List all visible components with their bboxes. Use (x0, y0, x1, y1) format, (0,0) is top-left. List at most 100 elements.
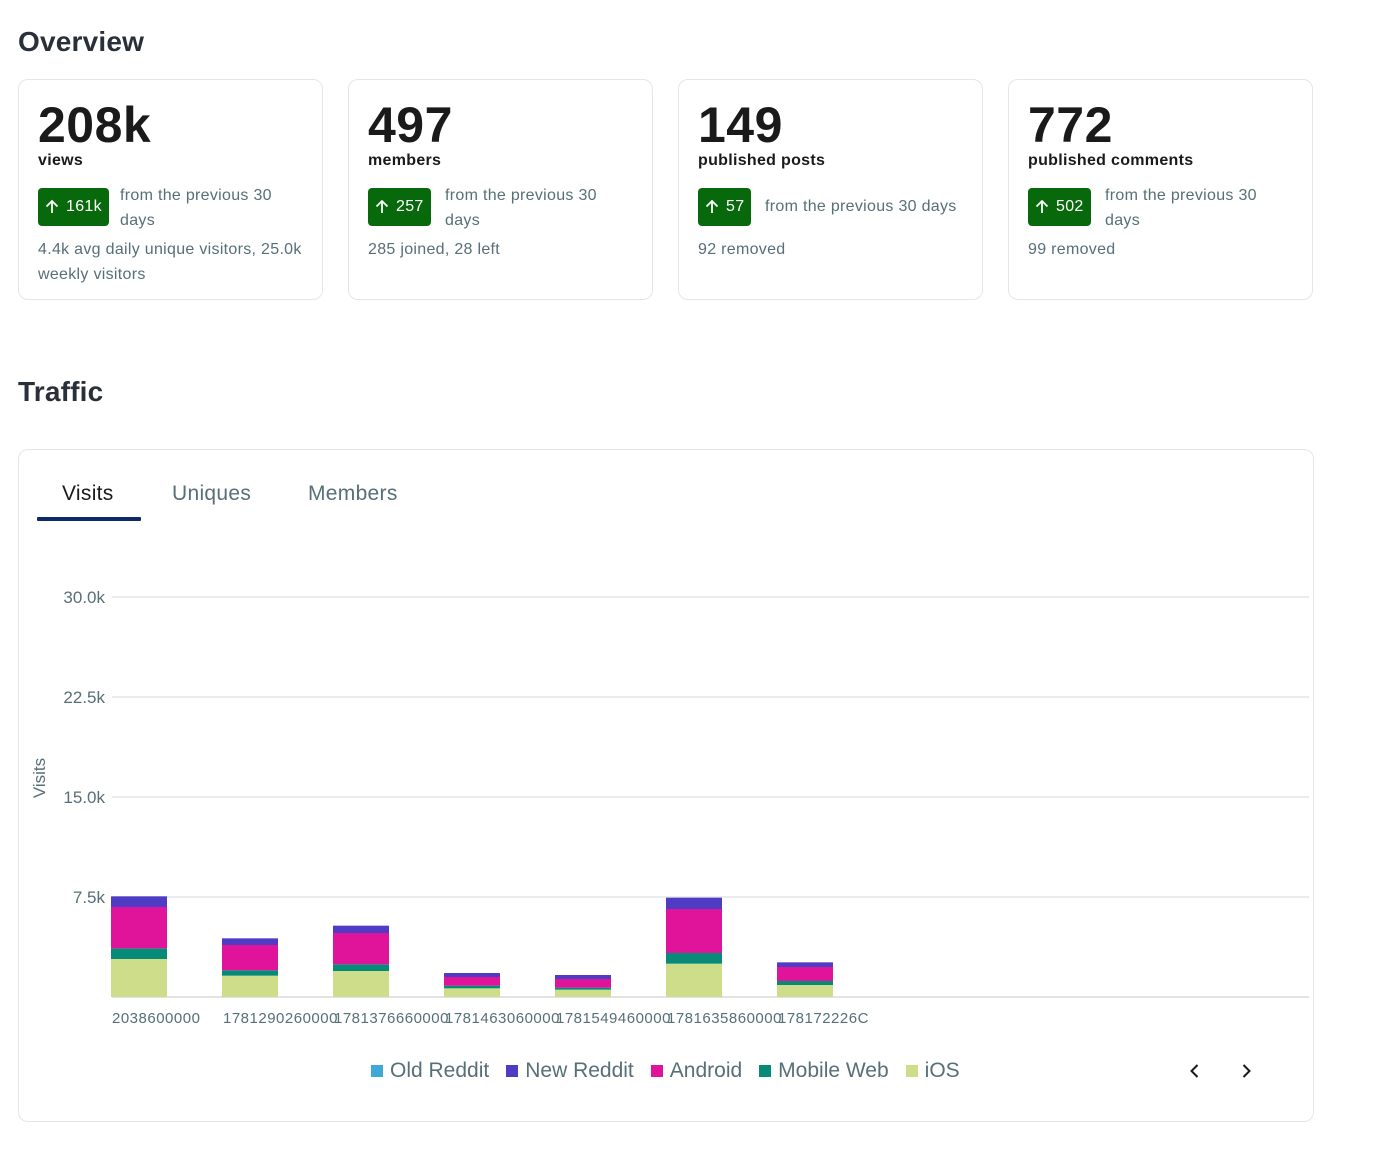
members-delta-text: from the previous 30 days (445, 187, 597, 229)
y-tick-label: 30.0k (63, 588, 105, 607)
legend-swatch (650, 1065, 663, 1077)
bar-segment-android (111, 907, 167, 949)
views-delta-text: from the previous 30 days (120, 187, 272, 229)
active-tab-indicator (37, 517, 141, 521)
y-tick-label: 7.5k (73, 888, 106, 907)
bar-segment-mobile-web (555, 987, 611, 990)
legend-swatch (506, 1065, 519, 1077)
posts-delta-value: 57 (726, 198, 745, 215)
views-delta-badge: 161k (38, 188, 109, 226)
bar-segment-mobile-web (111, 948, 167, 959)
arrow-up-icon (705, 199, 719, 213)
comments-delta-text: from the previous 30 days (1105, 187, 1257, 229)
posts-sub-text: 92 removed (698, 241, 786, 258)
chart-legend: Old Reddit New Reddit Android Mobile Web iOS (371, 1059, 977, 1083)
bar-segment-ios (333, 971, 389, 997)
bar-segment-ios (222, 975, 278, 997)
members-value: 497 (368, 97, 453, 153)
bar-segment-new-reddit (666, 897, 722, 909)
members-card: 497 members 257 from the previous 30 day… (348, 79, 653, 300)
x-tick-label: 1781376660000 (334, 1010, 449, 1027)
posts-label: published posts (698, 152, 826, 169)
legend-item-old-reddit[interactable]: Old Reddit (371, 1059, 489, 1083)
comments-delta-value: 502 (1056, 198, 1084, 215)
bar-segment-ios (777, 985, 833, 997)
legend-swatch (759, 1065, 772, 1077)
bar-segment-mobile-web (777, 981, 833, 985)
arrow-up-icon (45, 199, 59, 213)
posts-delta-badge: 57 (698, 188, 752, 226)
views-card: 208k views 161k from the previous 30 day… (18, 79, 323, 300)
arrow-up-icon (375, 199, 389, 213)
bar-segment-ios (111, 959, 167, 997)
bar-segment-android (777, 967, 833, 981)
legend-swatch (371, 1065, 383, 1077)
tab-uniques[interactable]: Uniques (172, 482, 252, 505)
comments-sub-text: 99 removed (1028, 241, 1116, 258)
bar-segment-mobile-web (333, 964, 389, 971)
bar-segment-android (666, 909, 722, 953)
x-tick-label: 1781549460000 (556, 1010, 671, 1027)
bar-segment-new-reddit (555, 975, 611, 979)
members-delta-value: 257 (396, 198, 424, 215)
tab-visits[interactable]: Visits (62, 482, 114, 505)
bar-segment-new-reddit (444, 973, 500, 977)
legend-label: Old Reddit (390, 1059, 490, 1082)
chevron-right-icon (1242, 1064, 1251, 1078)
x-tick-label: 2038600000 (112, 1010, 200, 1027)
views-label: views (38, 152, 84, 169)
comments-value: 772 (1028, 97, 1113, 153)
views-sub-text: 4.4k avg daily unique visitors, 25.0k we… (38, 241, 302, 283)
comments-delta-badge: 502 (1028, 188, 1091, 226)
bar-segment-ios (666, 963, 722, 997)
x-tick-label: 178172226C (778, 1010, 869, 1027)
bar-segment-android (222, 945, 278, 971)
arrow-up-icon (1035, 199, 1049, 213)
views-value: 208k (38, 97, 152, 153)
legend-item-new-reddit[interactable]: New Reddit (506, 1059, 634, 1083)
members-label: members (368, 152, 442, 169)
legend-label: Mobile Web (778, 1059, 889, 1082)
legend-label: New Reddit (525, 1059, 634, 1082)
legend-label: Android (669, 1059, 743, 1082)
x-tick-label: 1781463060000 (445, 1010, 560, 1027)
bar-segment-new-reddit (222, 938, 278, 945)
next-page-button[interactable] (1231, 1056, 1261, 1086)
bar-segment-new-reddit (111, 896, 167, 907)
legend-swatch (905, 1065, 918, 1077)
bar-segment-ios (444, 988, 500, 997)
legend-item-ios[interactable]: iOS (905, 1059, 960, 1083)
legend-label: iOS (924, 1059, 960, 1082)
bar-segment-mobile-web (444, 985, 500, 989)
previous-page-button[interactable] (1180, 1056, 1210, 1086)
overview-title: Overview (18, 26, 145, 57)
members-delta-badge: 257 (368, 188, 431, 226)
bar-segment-android (333, 933, 389, 965)
bar-segment-android (444, 977, 500, 986)
bar-segment-new-reddit (777, 962, 833, 967)
chevron-left-icon (1190, 1064, 1199, 1078)
y-tick-label: 15.0k (63, 788, 105, 807)
posts-card: 149 published posts 57 from the previous… (678, 79, 983, 300)
tab-members[interactable]: Members (308, 482, 398, 505)
members-sub-text: 285 joined, 28 left (368, 241, 501, 258)
traffic-chart: 7.5k 15.0k 22.5k 30.0k Visits 2038600000 17812… (30, 588, 1309, 1027)
legend-item-android[interactable]: Android (650, 1059, 743, 1083)
bar-segment-mobile-web (222, 970, 278, 976)
x-tick-label: 1781635860000 (667, 1010, 782, 1027)
y-tick-label: 22.5k (63, 688, 105, 707)
y-axis-label: Visits (30, 758, 49, 798)
bar-segment-ios (555, 989, 611, 997)
traffic-panel: Visits Uniques Members 7.5k 15.0k 22.5k 30.… (18, 449, 1314, 1122)
bar-segment-new-reddit (333, 925, 389, 933)
bar-segment-mobile-web (666, 953, 722, 964)
legend-item-mobile-web[interactable]: Mobile Web (759, 1059, 889, 1083)
comments-card: 772 published comments 502 from the prev… (1008, 79, 1313, 300)
posts-value: 149 (698, 97, 783, 153)
traffic-title: Traffic (18, 376, 104, 407)
x-tick-label: 1781290260000 (223, 1010, 338, 1027)
views-delta-value: 161k (66, 198, 102, 215)
posts-delta-text: from the previous 30 days (765, 198, 957, 215)
comments-label: published comments (1028, 152, 1194, 169)
bar-segment-android (555, 979, 611, 988)
